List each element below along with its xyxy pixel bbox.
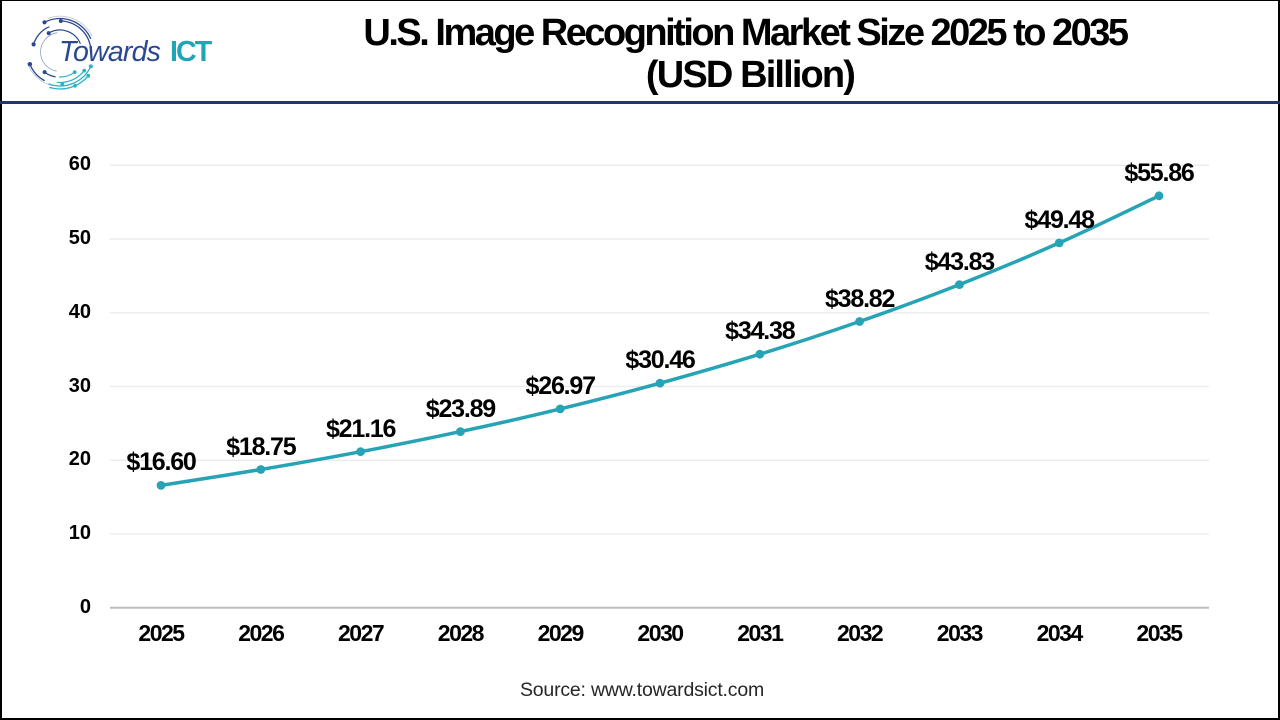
svg-text:ICT: ICT: [170, 36, 213, 68]
svg-text:Towards: Towards: [59, 36, 161, 68]
